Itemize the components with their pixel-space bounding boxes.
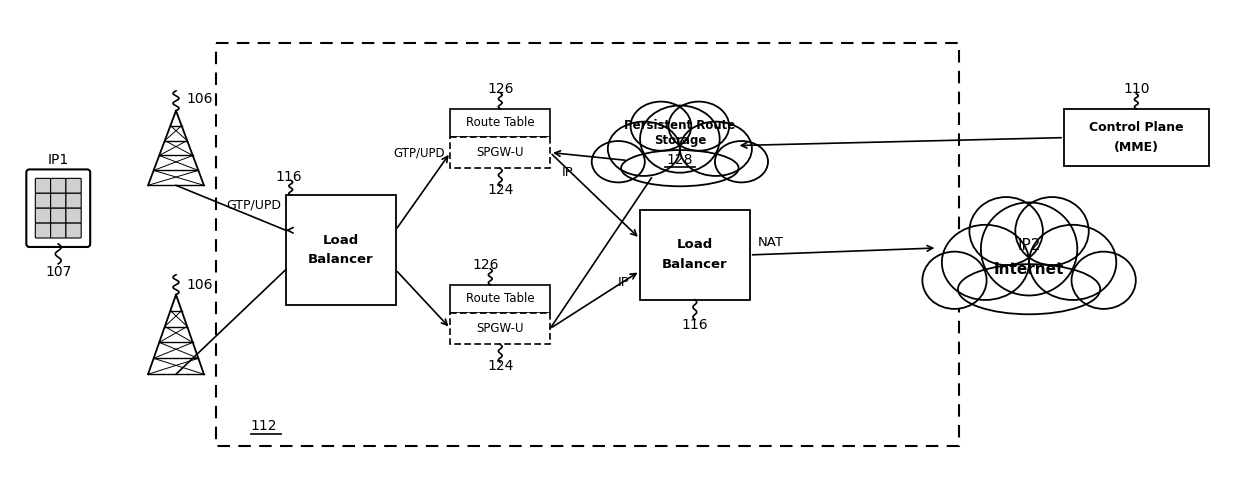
Bar <box>216 43 960 446</box>
Ellipse shape <box>715 141 768 183</box>
Text: Internet: Internet <box>994 262 1064 277</box>
Text: 124: 124 <box>487 183 513 197</box>
Text: Load: Load <box>677 239 713 252</box>
Text: Control Plane: Control Plane <box>1089 121 1184 134</box>
Text: 116: 116 <box>275 170 303 185</box>
Ellipse shape <box>591 141 645 183</box>
Text: NAT: NAT <box>758 237 784 250</box>
Ellipse shape <box>1029 225 1116 300</box>
Bar <box>285 195 396 305</box>
Text: Route Table: Route Table <box>466 116 534 129</box>
Ellipse shape <box>1016 197 1089 265</box>
Text: (MME): (MME) <box>1114 141 1159 154</box>
Ellipse shape <box>970 197 1043 265</box>
FancyBboxPatch shape <box>26 170 91 247</box>
FancyBboxPatch shape <box>66 178 81 193</box>
FancyBboxPatch shape <box>35 178 51 193</box>
Text: 106: 106 <box>186 278 212 292</box>
Text: SPGW-U: SPGW-U <box>476 322 525 335</box>
Text: 128: 128 <box>667 154 693 168</box>
FancyBboxPatch shape <box>51 178 66 193</box>
Text: GTP/UPD: GTP/UPD <box>394 146 445 159</box>
Ellipse shape <box>640 105 719 173</box>
FancyBboxPatch shape <box>35 223 51 238</box>
FancyBboxPatch shape <box>51 208 66 223</box>
Ellipse shape <box>631 101 691 151</box>
Text: Storage: Storage <box>653 134 706 147</box>
Text: 126: 126 <box>487 82 513 96</box>
Text: Route Table: Route Table <box>466 292 534 305</box>
Ellipse shape <box>959 264 1100 314</box>
Text: Balancer: Balancer <box>308 254 373 267</box>
Bar <box>450 285 551 313</box>
Ellipse shape <box>942 225 1029 300</box>
Text: IP1: IP1 <box>47 154 69 168</box>
FancyBboxPatch shape <box>51 223 66 238</box>
Text: Balancer: Balancer <box>662 258 728 271</box>
Bar <box>450 313 551 344</box>
Bar <box>450 137 551 169</box>
FancyBboxPatch shape <box>66 208 81 223</box>
Ellipse shape <box>923 252 987 309</box>
Text: SPGW-U: SPGW-U <box>476 146 525 159</box>
Ellipse shape <box>680 122 751 176</box>
Bar <box>450 109 551 137</box>
Text: 126: 126 <box>472 258 498 272</box>
FancyBboxPatch shape <box>66 193 81 208</box>
Text: IP: IP <box>562 166 574 179</box>
Text: 107: 107 <box>45 265 72 279</box>
Text: 124: 124 <box>487 359 513 373</box>
Text: Persistent Route: Persistent Route <box>624 119 735 132</box>
Ellipse shape <box>668 101 729 151</box>
Text: 112: 112 <box>250 419 278 433</box>
Ellipse shape <box>981 202 1078 296</box>
FancyBboxPatch shape <box>35 193 51 208</box>
Bar <box>640 210 750 299</box>
Text: 110: 110 <box>1123 82 1149 96</box>
Ellipse shape <box>621 150 739 186</box>
Text: 106: 106 <box>186 92 212 106</box>
FancyBboxPatch shape <box>35 208 51 223</box>
Text: Load: Load <box>322 233 358 246</box>
FancyBboxPatch shape <box>51 193 66 208</box>
Text: GTP/UPD: GTP/UPD <box>226 199 281 212</box>
Bar <box>1064 109 1209 167</box>
Text: 116: 116 <box>682 317 708 331</box>
Text: IP2: IP2 <box>1017 239 1040 254</box>
Ellipse shape <box>608 122 680 176</box>
FancyBboxPatch shape <box>66 223 81 238</box>
Ellipse shape <box>1071 252 1136 309</box>
Text: IP: IP <box>619 276 630 289</box>
